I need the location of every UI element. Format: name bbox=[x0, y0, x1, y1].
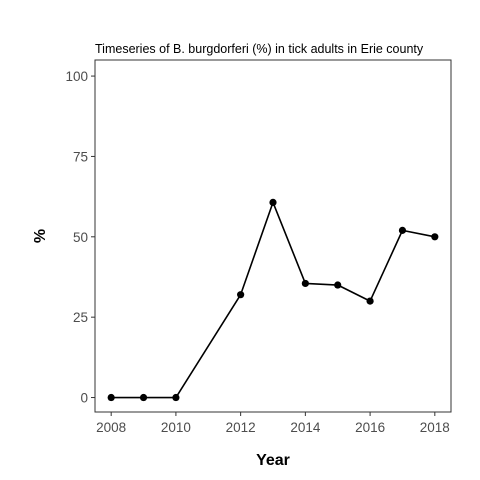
data-point bbox=[398, 226, 407, 234]
x-tick-label: 2016 bbox=[355, 420, 385, 435]
series-line bbox=[111, 201, 435, 399]
y-axis: 0 25 50 75 100 bbox=[65, 69, 95, 406]
y-tick-label: 100 bbox=[65, 69, 88, 84]
data-point bbox=[172, 393, 180, 402]
plot-panel bbox=[94, 59, 452, 413]
y-tick-label: 0 bbox=[80, 391, 88, 406]
x-axis: 2008 2010 2012 2014 2016 2018 bbox=[96, 412, 450, 435]
data-point bbox=[301, 279, 309, 288]
data-point bbox=[139, 393, 148, 402]
x-tick-label: 2010 bbox=[161, 420, 191, 435]
y-axis-label: % bbox=[32, 229, 49, 243]
x-tick-label: 2008 bbox=[96, 420, 126, 435]
data-point bbox=[431, 233, 439, 241]
data-point bbox=[366, 297, 374, 305]
data-point bbox=[334, 281, 342, 289]
x-tick-label: 2018 bbox=[420, 420, 450, 435]
data-point bbox=[269, 198, 277, 207]
series-layer bbox=[107, 198, 439, 402]
data-point bbox=[107, 393, 115, 402]
y-tick-label: 50 bbox=[73, 230, 88, 245]
y-tick-label: 75 bbox=[73, 149, 88, 164]
x-tick-label: 2012 bbox=[226, 420, 256, 435]
data-point bbox=[237, 291, 245, 299]
x-tick-label: 2014 bbox=[290, 420, 321, 435]
x-axis-label: Year bbox=[256, 452, 290, 469]
y-tick-label: 25 bbox=[73, 310, 88, 325]
chart-title: Timeseries of B. burgdorferi (%) in tick… bbox=[95, 42, 424, 56]
